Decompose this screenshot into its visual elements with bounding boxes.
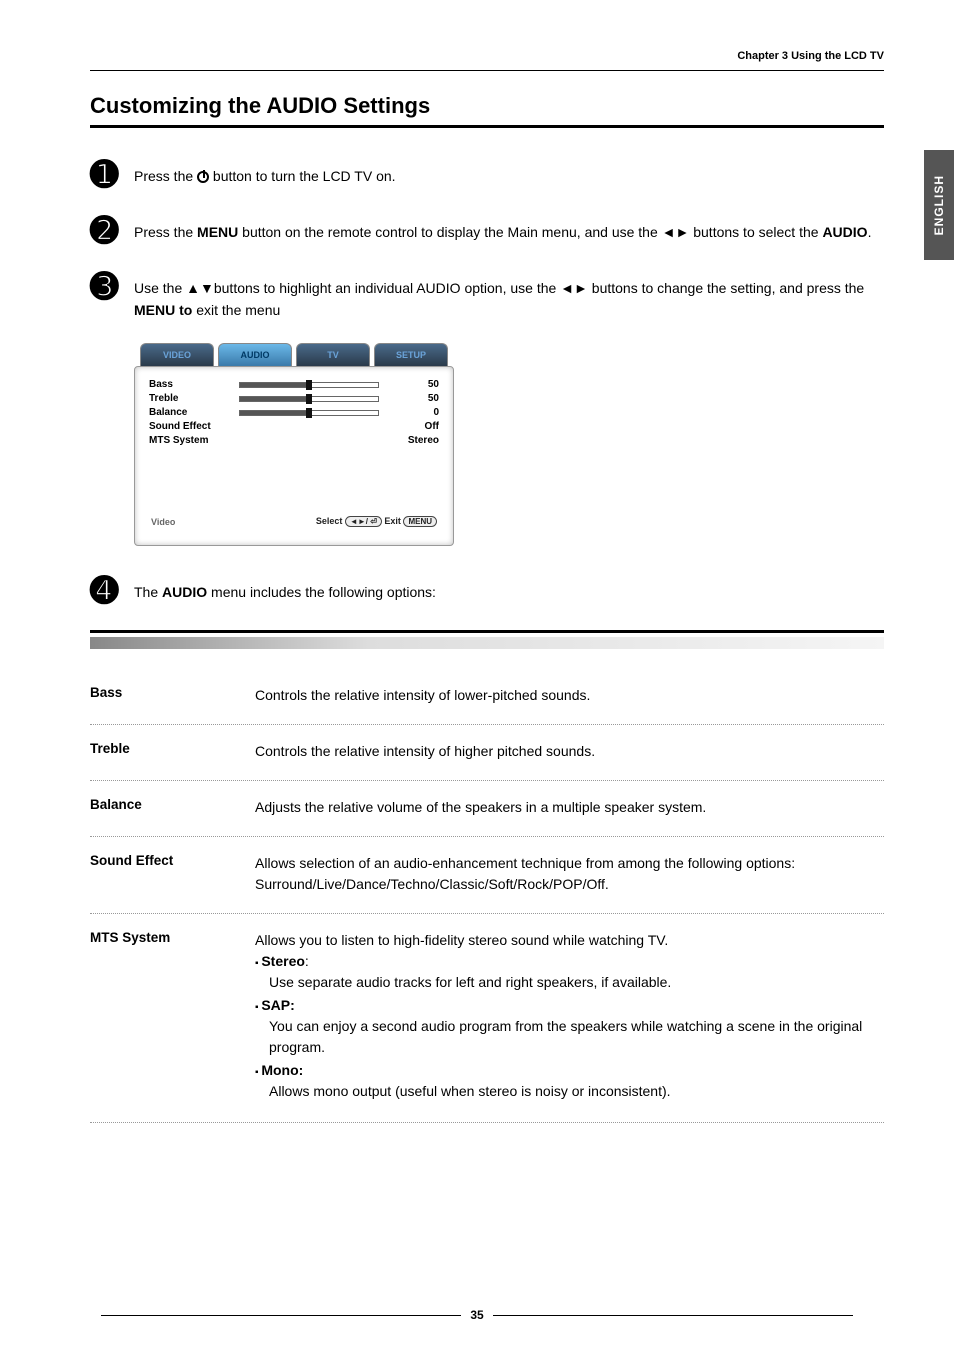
- osd-tab-tv: TV: [296, 343, 370, 366]
- t: Stereo: [261, 953, 305, 969]
- t: MENU: [197, 224, 238, 240]
- def-term: Balance: [90, 797, 255, 818]
- mts-sap-desc: You can enjoy a second audio program fro…: [269, 1016, 884, 1058]
- osd-row-value: 0: [389, 407, 439, 418]
- def-row: Sound EffectAllows selection of an audio…: [90, 837, 884, 914]
- osd-footer: Video Select ◄►/ ⏎ Exit MENU: [149, 516, 439, 527]
- def-row: BassControls the relative intensity of l…: [90, 669, 884, 725]
- step-4-number: ➍: [90, 574, 134, 608]
- osd-footer-right: Select ◄►/ ⏎ Exit MENU: [316, 516, 437, 527]
- step-3: ➌ Use the ▲▼buttons to highlight an indi…: [90, 270, 884, 321]
- def-desc: Controls the relative intensity of highe…: [255, 741, 884, 762]
- step-2-number: ➋: [90, 214, 134, 248]
- divider-thin: [90, 70, 884, 71]
- language-side-tab-text: ENGLISH: [932, 175, 946, 235]
- t: MENU to: [134, 302, 192, 318]
- osd-slider: [239, 382, 379, 388]
- page-num-line-right: [493, 1315, 853, 1316]
- menu-pill: MENU: [403, 516, 437, 527]
- defs-divider: [90, 630, 884, 633]
- t: menu includes the following options:: [207, 584, 436, 600]
- mts-sap-label: SAP:: [255, 997, 295, 1013]
- chapter-header: Chapter 3 Using the LCD TV: [90, 50, 884, 62]
- mts-mono-desc: Allows mono output (useful when stereo i…: [269, 1081, 884, 1102]
- mts-mono-label: Mono:: [255, 1062, 303, 1078]
- osd-tab-video: VIDEO: [140, 343, 214, 366]
- osd-tabs: VIDEOAUDIOTVSETUP: [134, 343, 454, 366]
- step-1: ➊ Press the button to turn the LCD TV on…: [90, 158, 884, 192]
- osd-tab-audio: AUDIO: [218, 343, 292, 366]
- def-term: Bass: [90, 685, 255, 706]
- page-number: 35: [470, 1308, 483, 1322]
- osd-row-label: Sound Effect: [149, 421, 239, 432]
- osd-row-value: Off: [389, 421, 439, 432]
- def-term: Treble: [90, 741, 255, 762]
- t: Use the ▲▼buttons to highlight an indivi…: [134, 280, 864, 296]
- osd-row: Treble 50: [149, 393, 439, 404]
- step-3-text: Use the ▲▼buttons to highlight an indivi…: [134, 270, 884, 321]
- t: SAP:: [261, 997, 294, 1013]
- step-1-post: button to turn the LCD TV on.: [209, 168, 396, 184]
- nav-pill: ◄►/ ⏎: [345, 516, 382, 527]
- t: Mono:: [261, 1062, 303, 1078]
- osd-row-label: MTS System: [149, 435, 239, 446]
- t: :: [305, 953, 309, 969]
- osd-row-value: 50: [389, 393, 439, 404]
- def-desc: Adjusts the relative volume of the speak…: [255, 797, 884, 818]
- t: button on the remote control to display …: [238, 224, 822, 240]
- t: Select: [316, 516, 343, 526]
- osd-footer-left: Video: [151, 517, 175, 527]
- page-title: Customizing the AUDIO Settings: [90, 93, 884, 119]
- def-term-mts: MTS System: [90, 930, 255, 1104]
- osd-row-label: Bass: [149, 379, 239, 390]
- t: Exit: [384, 516, 401, 526]
- mts-stereo-desc: Use separate audio tracks for left and r…: [269, 972, 884, 993]
- step-4: ➍ The AUDIO menu includes the following …: [90, 574, 884, 608]
- def-desc: Allows selection of an audio-enhancement…: [255, 853, 884, 895]
- step-2: ➋ Press the MENU button on the remote co…: [90, 214, 884, 248]
- osd-row-label: Balance: [149, 407, 239, 418]
- step-1-pre: Press the: [134, 168, 197, 184]
- def-desc: Controls the relative intensity of lower…: [255, 685, 884, 706]
- def-row-mts: MTS System Allows you to listen to high-…: [90, 914, 884, 1123]
- def-row: TrebleControls the relative intensity of…: [90, 725, 884, 781]
- osd-row: Sound Effect Off: [149, 421, 439, 432]
- t: AUDIO: [162, 584, 207, 600]
- language-side-tab: ENGLISH: [924, 150, 954, 260]
- osd-row: Balance 0: [149, 407, 439, 418]
- page-number-section: 35: [0, 1308, 954, 1322]
- def-row: BalanceAdjusts the relative volume of th…: [90, 781, 884, 837]
- osd-row-label: Treble: [149, 393, 239, 404]
- osd-row: MTS System Stereo: [149, 435, 439, 446]
- step-4-text: The AUDIO menu includes the following op…: [134, 574, 884, 604]
- t: AUDIO: [822, 224, 867, 240]
- def-term: Sound Effect: [90, 853, 255, 895]
- divider-thick: [90, 125, 884, 128]
- step-1-number: ➊: [90, 158, 134, 192]
- osd-slider: [239, 410, 379, 416]
- osd-body: Bass 50 Treble 50 Balance 0 Sound Effect Off MTS…: [134, 366, 454, 546]
- osd-screenshot: VIDEOAUDIOTVSETUP Bass 50 Treble 50 Balance 0…: [134, 343, 454, 546]
- osd-row: Bass 50: [149, 379, 439, 390]
- mts-stereo-label: Stereo: [255, 953, 305, 969]
- page-num-line-left: [101, 1315, 461, 1316]
- power-icon: [197, 171, 209, 183]
- osd-tab-setup: SETUP: [374, 343, 448, 366]
- osd-slider: [239, 396, 379, 402]
- mts-lead: Allows you to listen to high-fidelity st…: [255, 930, 884, 951]
- defs-gradient: [90, 637, 884, 649]
- t: Press the: [134, 224, 197, 240]
- osd-row-value: 50: [389, 379, 439, 390]
- def-desc-mts: Allows you to listen to high-fidelity st…: [255, 930, 884, 1104]
- step-3-number: ➌: [90, 270, 134, 304]
- t: .: [868, 224, 872, 240]
- step-1-text: Press the button to turn the LCD TV on.: [134, 158, 884, 188]
- t: exit the menu: [192, 302, 280, 318]
- t: The: [134, 584, 162, 600]
- step-2-text: Press the MENU button on the remote cont…: [134, 214, 884, 244]
- osd-row-value: Stereo: [389, 435, 439, 446]
